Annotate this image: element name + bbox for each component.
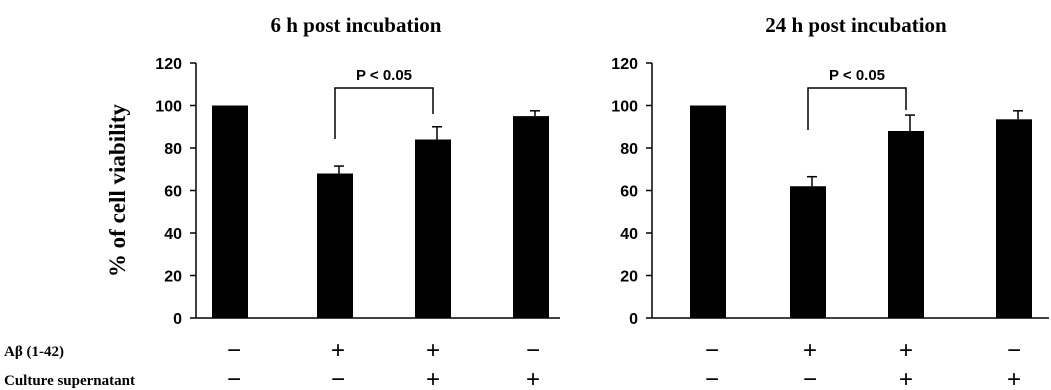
treatment-table: Aβ (1-42) − + + − − + + −Culture supernatant − − + +… [4,337,1021,390]
y-tick-label: 100 [611,99,638,116]
treatment-sign: + [526,366,540,390]
bar [513,116,549,318]
y-tick-label: 20 [164,269,182,286]
treatment-sign: − [803,366,817,390]
bar [996,119,1032,318]
treatment-sign: − [227,366,241,390]
chart-title: 6 h post incubation [271,13,442,37]
bar [317,173,353,318]
chart-panel-2: 24 h post incubation 0 20 40 60 80 100 120 P < 0… [611,13,1049,328]
y-tick-label: 120 [611,56,638,73]
significance-label: P < 0.05 [356,67,412,84]
treatment-sign: + [426,337,440,364]
y-tick-label: 100 [155,99,182,116]
treatment-sign: − [705,366,719,390]
treatment-sign: − [705,337,719,364]
y-tick-label: 40 [620,226,638,243]
bar [888,131,924,318]
significance-bracket [807,87,907,130]
y-tick-label: 60 [164,184,182,201]
bar [690,105,726,318]
treatment-sign: − [1007,337,1021,364]
y-tick-label: 0 [629,311,638,328]
y-tick-label: 80 [164,141,182,158]
y-tick-label: 120 [155,56,182,73]
chart-title: 24 h post incubation [765,13,947,37]
y-tick-label: 20 [620,269,638,286]
y-tick-label: 40 [164,226,182,243]
treatment-sign: − [227,337,241,364]
treatment-sign: + [1007,366,1021,390]
bar [415,139,451,318]
treatment-row-label: Culture supernatant [4,373,135,389]
treatment-sign: + [331,337,345,364]
treatment-row-label: Aβ (1-42) [4,344,64,360]
treatment-sign: + [899,366,913,390]
treatment-sign: + [803,337,817,364]
significance-label: P < 0.05 [829,67,885,84]
bar [790,186,826,318]
significance-bracket [334,87,434,139]
y-tick-label: 80 [620,141,638,158]
treatment-sign: − [331,366,345,390]
chart-panel-1: 6 h post incubation % of cell viability 0 2… [105,13,560,328]
bar [212,105,248,318]
y-tick-label: 0 [173,311,182,328]
y-axis-label: % of cell viability [105,103,130,277]
y-tick-label: 60 [620,184,638,201]
treatment-sign: + [899,337,913,364]
treatment-sign: − [526,337,540,364]
treatment-sign: + [426,366,440,390]
